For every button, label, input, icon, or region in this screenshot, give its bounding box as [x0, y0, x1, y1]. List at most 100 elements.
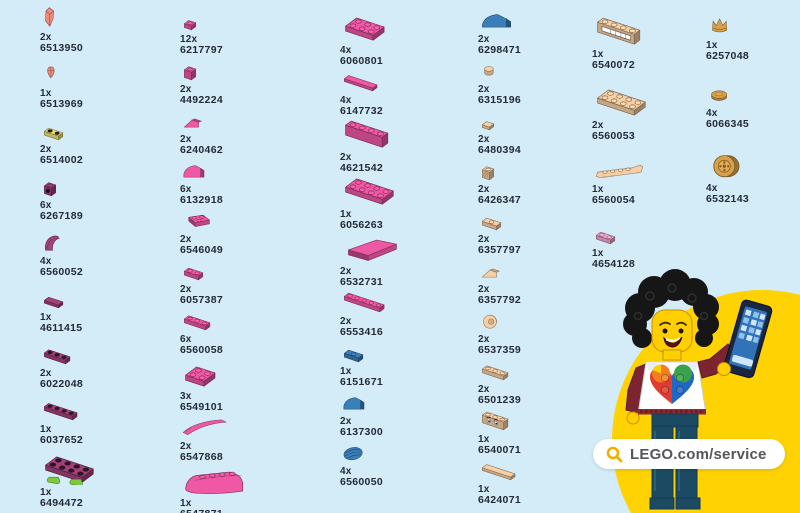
part-quantity: 12x: [180, 34, 198, 45]
part-item: 1x 6540071: [478, 408, 582, 456]
piece-plate-2x2-icon: [180, 358, 330, 389]
part-quantity: 2x: [478, 234, 490, 245]
part-item: 2x 6480394: [478, 108, 582, 156]
parts-column-2: 12x 6217797 2x 4492224 2x 6240462 6x 6132918 2x 6…: [180, 0, 330, 513]
part-element-id: 6540071: [478, 444, 521, 456]
piece-brick-1-icon: [180, 58, 330, 82]
part-quantity: 6x: [40, 200, 52, 211]
piece-brick-4-icon: [340, 119, 468, 150]
part-quantity: 2x: [478, 34, 490, 45]
part-item: 2x 6022048: [40, 342, 170, 390]
piece-plate-skis-icon: [40, 454, 170, 485]
service-search-pill[interactable]: LEGO.com/service: [593, 439, 785, 469]
piece-slope-small-icon: [478, 258, 582, 282]
part-element-id: 6037652: [40, 434, 83, 446]
part-element-id: 6501239: [478, 394, 521, 406]
part-quantity: 2x: [340, 266, 352, 277]
part-item: 2x 4492224: [180, 58, 330, 106]
part-item: 6x 6267189: [40, 174, 170, 222]
part-quantity: 4x: [340, 466, 352, 477]
part-quantity: 2x: [340, 416, 352, 427]
piece-curve-icon: [340, 390, 468, 414]
part-element-id: 6540072: [592, 59, 635, 71]
part-item: 2x 6426347: [478, 158, 582, 206]
part-item: 4x 6532143: [706, 150, 796, 205]
piece-claw-icon: [40, 230, 170, 254]
part-quantity: 2x: [180, 234, 192, 245]
part-element-id: 6315196: [478, 94, 521, 106]
part-element-id: 6560052: [40, 266, 83, 278]
part-element-id: 6560054: [592, 194, 635, 206]
service-url: LEGO.com/service: [630, 445, 767, 463]
part-element-id: 6132918: [180, 194, 223, 206]
part-element-id: 6547871: [180, 509, 330, 513]
piece-plate-1-icon: [180, 8, 330, 32]
part-quantity: 1x: [40, 88, 52, 99]
piece-plate-3-icon: [40, 342, 170, 366]
piece-curve-wide-icon: [478, 8, 582, 32]
part-element-id: 6357797: [478, 244, 521, 256]
part-item: 4x 6560050: [340, 440, 468, 488]
piece-plate-2-icon: [40, 118, 170, 142]
part-element-id: 4654128: [592, 258, 635, 270]
piece-plate-3-icon: [180, 308, 330, 332]
piece-wheel-icon: [706, 150, 796, 181]
part-element-id: 6532143: [706, 193, 749, 205]
part-item: 2x 6513950: [40, 6, 170, 54]
part-element-id: 6151671: [340, 376, 383, 388]
piece-slope-big-icon: [340, 233, 468, 264]
part-item: 3x 6549101: [180, 358, 330, 413]
part-item: 2x 6357792: [478, 258, 582, 306]
part-quantity: 6x: [180, 184, 192, 195]
part-element-id: 6537359: [478, 344, 521, 356]
part-quantity: 2x: [340, 152, 352, 163]
part-quantity: 2x: [40, 32, 52, 43]
part-element-id: 6480394: [478, 144, 521, 156]
part-element-id: 6217797: [180, 44, 223, 56]
parts-column-1: 2x 6513950 1x 6513969 2x 6514002 6x 6267189 4x 65…: [40, 0, 170, 513]
part-element-id: 4621542: [340, 162, 383, 174]
part-element-id: 6424071: [478, 494, 521, 506]
part-element-id: 4611415: [40, 322, 83, 334]
part-quantity: 2x: [478, 134, 490, 145]
part-element-id: 6494472: [40, 497, 83, 509]
part-item: 4x 6066345: [706, 82, 796, 130]
piece-brick-1-icon: [40, 174, 170, 198]
part-element-id: 6532731: [340, 276, 383, 288]
part-item: 1x6547871: [180, 465, 330, 513]
part-item: 1x 6424071: [478, 458, 582, 506]
piece-plate-2x4-icon: [340, 176, 468, 207]
part-quantity: 2x: [180, 441, 192, 452]
lego-minifigure: [623, 269, 773, 510]
part-element-id: 6357792: [478, 294, 521, 306]
part-item: 2x 6514002: [40, 118, 170, 166]
part-quantity: 4x: [340, 45, 352, 56]
part-element-id: 6513969: [40, 98, 83, 110]
part-quantity: 4x: [706, 183, 718, 194]
part-quantity: 1x: [592, 248, 604, 259]
piece-tile-4-icon: [478, 458, 582, 482]
part-quantity: 1x: [340, 366, 352, 377]
minifig-hair-curls: [633, 283, 709, 321]
part-element-id: 6257048: [706, 50, 749, 62]
piece-brick-3-icon: [478, 408, 582, 432]
piece-curve-long-icon: [180, 415, 330, 439]
part-element-id: 6066345: [706, 118, 749, 130]
part-quantity: 2x: [40, 144, 52, 155]
part-quantity: 4x: [340, 95, 352, 106]
piece-curve-icon: [180, 158, 330, 182]
part-element-id: 6547868: [180, 451, 223, 463]
part-quantity: 1x: [40, 424, 52, 435]
part-item: 2x 6357797: [478, 208, 582, 256]
part-item: 4x 6560052: [40, 230, 170, 278]
part-quantity: 2x: [478, 184, 490, 195]
part-element-id: 6426347: [478, 194, 521, 206]
part-quantity: 1x: [592, 184, 604, 195]
parts-column-5: 1x 6540072 2x 6560053 1x 6560054 1x 4654128: [592, 0, 700, 286]
part-element-id: 6549101: [180, 401, 223, 413]
part-element-id: 4492224: [180, 94, 223, 106]
part-item: 6x 6560058: [180, 308, 330, 356]
part-quantity: 2x: [478, 334, 490, 345]
part-item: 2x 6537359: [478, 308, 582, 356]
piece-plate-2-icon: [180, 258, 330, 282]
